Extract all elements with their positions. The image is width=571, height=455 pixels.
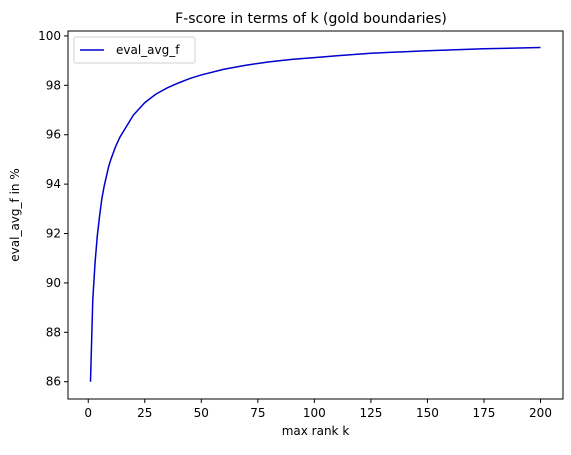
x-tick-label: 100	[303, 406, 326, 420]
y-tick-label: 90	[46, 276, 61, 290]
x-tick-label: 200	[529, 406, 552, 420]
x-tick-label: 150	[416, 406, 439, 420]
x-tick-label: 0	[84, 406, 92, 420]
x-tick-label: 75	[250, 406, 265, 420]
x-tick-label: 25	[137, 406, 152, 420]
series-layer	[91, 48, 541, 382]
x-axis-ticks: 0 25 50 75 100 125 150 175 200	[84, 399, 552, 420]
plot-area-frame	[68, 31, 563, 399]
legend: eval_avg_f	[74, 37, 195, 63]
y-tick-label: 86	[46, 375, 61, 389]
x-tick-label: 125	[359, 406, 382, 420]
y-tick-label: 94	[46, 177, 61, 191]
y-tick-label: 88	[46, 325, 61, 339]
chart-title: F-score in terms of k (gold boundaries)	[175, 11, 447, 27]
y-axis-ticks: 86 88 90 92 94 96 98 100	[38, 29, 68, 389]
x-axis-label: max rank k	[282, 424, 350, 438]
x-tick-label: 50	[194, 406, 209, 420]
y-axis-label: eval_avg_f in %	[8, 168, 22, 261]
legend-label-eval-avg-f: eval_avg_f	[116, 43, 180, 57]
y-tick-label: 92	[46, 227, 61, 241]
x-tick-label: 175	[473, 406, 496, 420]
y-tick-label: 98	[46, 78, 61, 92]
y-tick-label: 100	[38, 29, 61, 43]
series-line-eval-avg-f	[91, 48, 541, 382]
y-tick-label: 96	[46, 128, 61, 142]
